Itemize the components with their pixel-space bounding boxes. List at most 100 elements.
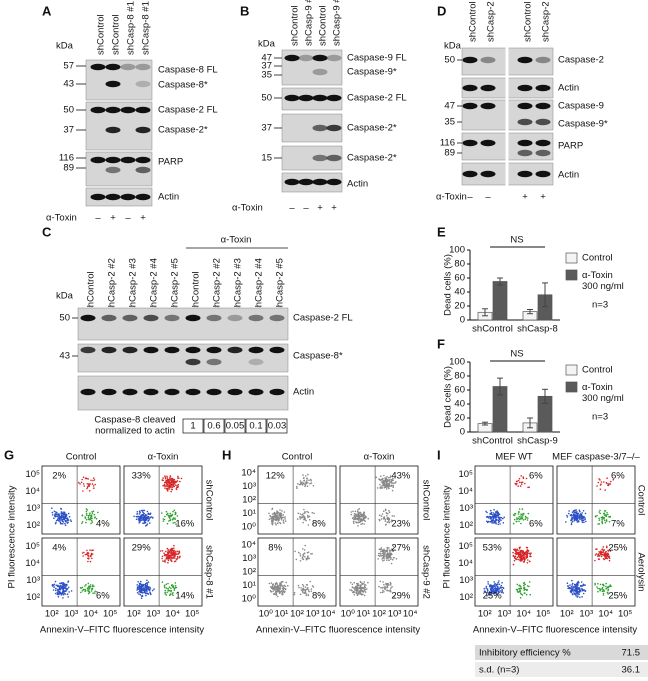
cell-dot [168,520,170,522]
cell-dot [53,517,55,519]
cell-dot [499,517,501,519]
cell-dot [523,478,525,480]
cell-dot [598,555,600,557]
cell-dot [484,588,486,590]
cell-dot [574,588,576,590]
cell-dot [584,518,586,520]
cell-dot [142,587,144,589]
cell-dot [527,559,529,561]
cell-dot [304,556,306,558]
cell-dot [162,556,164,558]
cell-dot [146,591,148,593]
cell-dot [55,514,57,516]
cell-dot [571,524,573,526]
cell-dot [92,584,94,586]
cell-dot [357,588,359,590]
cell-dot [52,514,54,516]
cell-dot [579,591,581,593]
cell-dot [81,523,83,525]
column-title: MEF caspase-3/7–/– [552,452,640,463]
cell-dot [385,509,387,511]
cell-dot [597,583,599,585]
cell-dot [300,560,302,562]
cell-dot [390,558,392,560]
cell-dot [85,584,87,586]
band [313,95,328,101]
cell-dot [68,513,70,515]
cell-dot [170,513,172,515]
cell-dot [272,513,274,515]
cell-dot [364,581,366,583]
y-tick-label: 10³ [26,575,40,586]
cell-dot [278,588,280,590]
y-tick-label: 0 [460,315,465,326]
cell-dot [146,517,148,519]
cell-dot [308,524,310,526]
cell-dot [137,586,139,588]
cell-dot [385,524,387,526]
cell-dot [297,483,299,485]
cell-dot [365,591,367,593]
cell-dot [579,597,581,599]
y-tick-label: 10⁰ [242,522,257,533]
cell-dot [302,584,304,586]
cell-dot [523,556,525,558]
cell-dot [523,513,525,515]
cell-dot [515,551,517,553]
x-tick-label: 10⁴ [516,609,531,620]
cell-dot [283,517,285,519]
cell-dot [56,513,58,515]
cell-dot [353,582,355,584]
band [207,389,222,395]
cell-dot [171,482,173,484]
kda-marker: 50 [59,313,70,324]
cell-dot [138,585,140,587]
cell-dot [87,483,89,485]
cell-dot [382,581,384,583]
band [249,389,264,395]
cell-dot [388,559,390,561]
cell-dot [490,586,492,588]
cell-dot [366,588,368,590]
cell-dot [520,586,522,588]
cell-dot [608,483,610,485]
band [228,347,243,353]
cell-dot [382,560,384,562]
band [270,315,285,321]
cell-dot [294,551,296,553]
cell-dot [523,519,525,521]
cell-dot [518,480,520,482]
cell-dot [169,586,171,588]
cell-dot [276,515,278,517]
cell-dot [296,487,298,489]
cell-dot [273,590,275,592]
cell-dot [164,592,166,594]
cell-dot [495,517,497,519]
cell-dot [570,514,572,516]
kda-marker: 50 [444,55,455,66]
cell-dot [527,547,529,549]
cell-dot [384,587,386,589]
cell-dot [514,513,516,515]
cell-dot [164,487,166,489]
cell-dot [277,596,279,598]
cell-dot [503,522,505,524]
cell-dot [518,521,520,523]
cell-dot [92,588,94,590]
cell-dot [513,564,515,566]
cell-dot [171,548,173,550]
cell-dot [150,593,152,595]
y-tick-label: 10⁴ [241,467,256,478]
cell-dot [528,513,530,515]
kda-marker: 35 [261,70,272,81]
cell-dot [359,591,361,593]
cell-dot [487,583,489,585]
quadrant-percent: 43% [391,471,411,482]
cell-dot [606,519,608,521]
cell-dot [275,522,277,524]
treatment-sign: + [540,192,546,203]
legend-label: Control [582,365,613,376]
cell-dot [354,589,356,591]
cell-dot [171,551,173,553]
cell-dot [163,520,165,522]
